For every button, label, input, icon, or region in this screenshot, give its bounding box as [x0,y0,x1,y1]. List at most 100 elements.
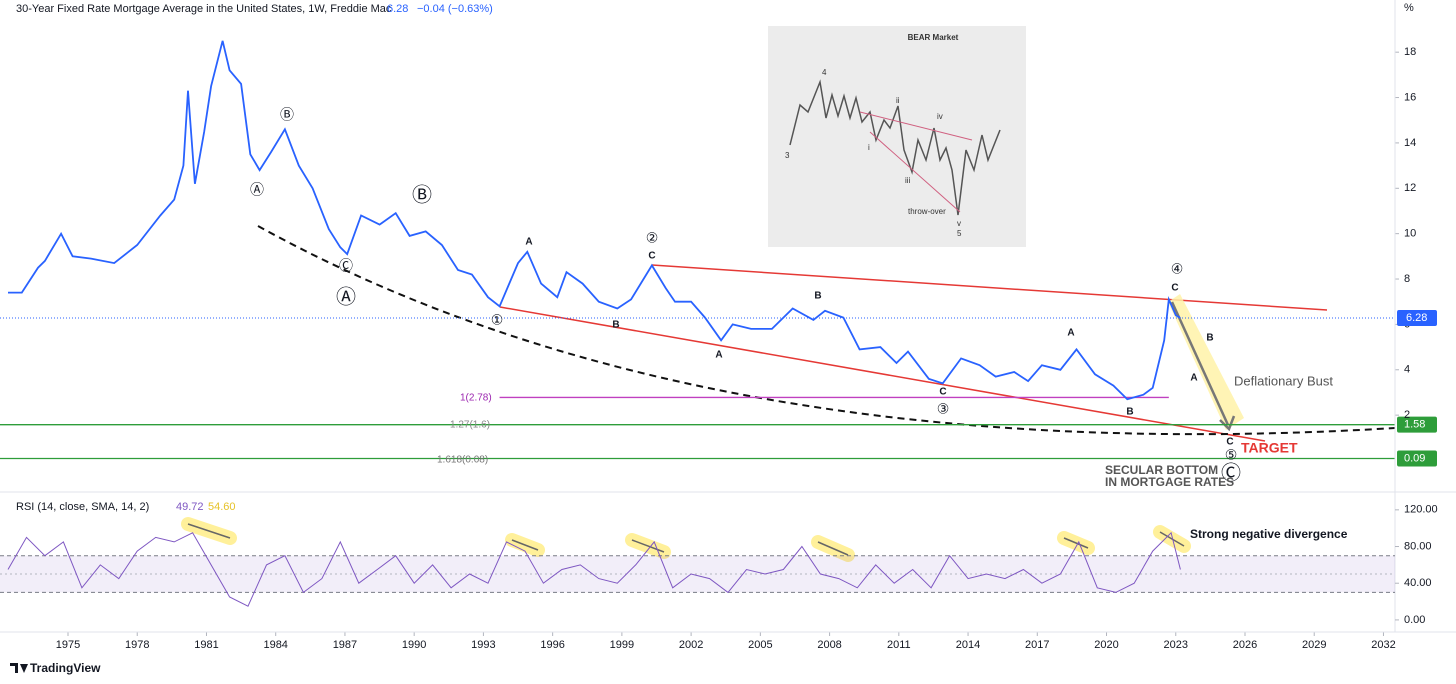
wave-label: C [1171,283,1178,294]
change: −0.04 (−0.63%) [417,3,493,15]
note: TARGET [1241,440,1298,456]
inset-label: 4 [822,68,827,77]
x-tick-label: 1996 [540,639,564,651]
note: Strong negative divergence [1190,527,1348,541]
wave-label: ① [491,312,504,328]
wave-label: ② [646,230,659,246]
y-tick-label: 4 [1404,364,1410,376]
note: IN MORTGAGE RATES [1105,475,1234,489]
inset-image [768,26,1026,247]
y-tick-label: 80.00 [1404,540,1432,552]
x-tick-label: 2014 [956,639,980,651]
x-tick-label: 2020 [1094,639,1118,651]
x-tick-label: 2008 [817,639,841,651]
arrow [1170,301,1230,426]
x-tick-label: 2029 [1302,639,1326,651]
rsi-sma-value: 54.60 [208,501,236,513]
wave-label: Ⓒ [1221,461,1241,484]
note: SECULAR BOTTOM [1105,463,1218,477]
wave-label: Ⓑ [412,183,432,206]
wave-label: Ⓒ [339,258,353,274]
wave-label: ③ [937,401,950,417]
inset-channel [869,131,961,213]
divergence-line [1063,537,1089,549]
wave-label: Ⓑ [280,107,294,123]
price-label-box [1397,416,1437,433]
fib-label: 1.618(0.08) [437,455,488,466]
y-tick-label: 0.00 [1404,614,1425,626]
rsi-band [0,555,1395,593]
x-tick-label: 1975 [56,639,80,651]
wave-label: Ⓐ [250,182,264,198]
wave-label: B [612,320,619,331]
x-tick-label: 2005 [748,639,772,651]
price-label: 1.58 [1404,419,1425,431]
wave-label: A [1067,328,1074,339]
series-line [7,531,1181,607]
wave-label: A [715,350,722,361]
divergence-line [631,539,665,553]
wave-label: A [525,237,532,248]
divergence-line [511,539,539,551]
x-tick-label: 2026 [1233,639,1257,651]
inset-label: ii [896,96,900,105]
wave-label: C [1226,437,1233,448]
trend-line [651,264,1328,311]
price-label-box [1397,450,1437,467]
x-tick-label: 1981 [194,639,218,651]
x-tick-label: 2002 [679,639,703,651]
divergence-line [187,523,231,539]
chart-title: 30-Year Fixed Rate Mortgage Average in t… [16,3,392,15]
x-tick-label: 1993 [471,639,495,651]
logo [10,663,28,673]
rsi-title: RSI (14, close, SMA, 14, 2) [16,501,149,513]
last-value: 6.28 [387,3,408,15]
inset-label: iv [937,112,943,121]
y-tick-label: 40.00 [1404,577,1432,589]
x-tick-label: 2017 [1025,639,1049,651]
inset-label: v [957,219,961,228]
price-label-box [1397,310,1437,327]
fib-label: 1(2.78) [460,393,492,404]
x-tick-label: 1999 [610,639,634,651]
y-tick-label: 2 [1404,409,1410,421]
wave-label: Ⓐ [336,285,356,308]
fib-label: 1.27(1.6) [450,420,490,431]
inset-label: iii [905,176,911,185]
inset-label: 5 [957,229,962,238]
inset-label: throw-over [908,207,946,216]
y-tick-label: 18 [1404,46,1416,58]
x-tick-label: 2032 [1371,639,1395,651]
note: Deflationary Bust [1234,373,1333,388]
arrow-head [1219,415,1236,432]
y-tick-label: 14 [1404,137,1416,149]
inset-label: 3 [785,151,790,160]
wave-label: C [648,251,655,262]
divergence-line [1159,531,1185,547]
series-line [8,40,1181,401]
wave-label: B [814,291,821,302]
wave-label: B [1126,407,1133,418]
x-tick-label: 1984 [263,639,287,651]
rsi-value: 49.72 [176,501,204,513]
x-tick-label: 2023 [1164,639,1188,651]
footer: TradingView [30,661,101,675]
wave-label: C [939,387,946,398]
price-label: 6.28 [1406,312,1427,324]
divergence-line [817,541,849,556]
highlight [1168,294,1244,430]
unit-label: % [1404,2,1414,14]
wave-label: ⑤ [1225,447,1238,463]
x-tick-label: 1990 [402,639,426,651]
y-tick-label: 10 [1404,228,1416,240]
rsi-highlights [181,517,1191,562]
wave-label: ④ [1171,261,1184,277]
inset-title: BEAR Market [908,33,959,42]
inset-channel [859,111,973,141]
wave-label: A [1190,373,1197,384]
inset-wave [789,79,1001,216]
trend-line [499,306,1266,442]
price-label: 0.09 [1404,452,1425,464]
x-tick-label: 1987 [333,639,357,651]
